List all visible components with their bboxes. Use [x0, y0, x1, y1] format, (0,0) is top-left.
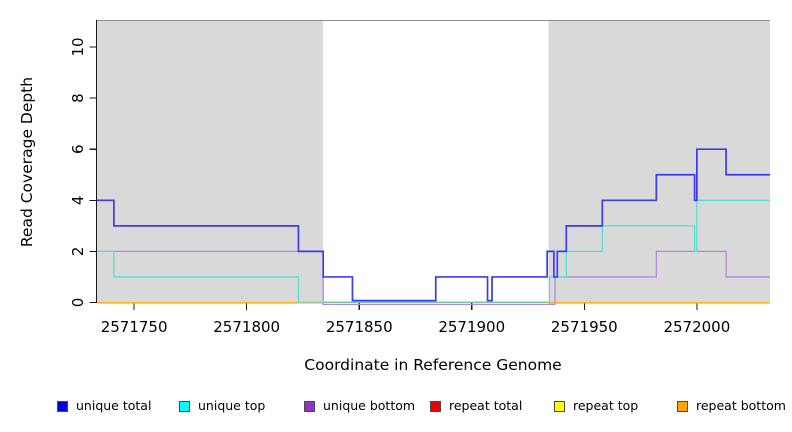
legend-item-unique-top: unique top	[179, 397, 265, 415]
legend-item-repeat-total: repeat total	[430, 397, 522, 415]
legend-swatch-unique-total	[57, 400, 68, 412]
legend-swatch-repeat-bottom	[677, 400, 688, 412]
legend-swatch-repeat-top	[554, 400, 565, 412]
x-tick-label: 2571800	[213, 318, 280, 336]
legend-swatch-repeat-total	[430, 400, 441, 412]
legend-label: unique top	[198, 398, 266, 413]
y-tick-label: 8	[69, 93, 87, 103]
legend-item-unique-total: unique total	[57, 397, 151, 415]
y-axis-title: Read Coverage Depth	[18, 76, 36, 248]
legend-swatch-unique-bottom	[304, 400, 315, 412]
legend-item-repeat-bottom: repeat bottom	[677, 397, 786, 415]
y-tick-label: 2	[69, 247, 87, 257]
series-line-unique-bottom	[97, 250, 770, 306]
y-tick-label: 6	[69, 144, 87, 154]
x-tick-label: 2572000	[663, 318, 730, 336]
legend-label: repeat top	[573, 398, 639, 413]
legend-label: repeat total	[449, 398, 523, 413]
x-tick-label: 2571950	[551, 318, 618, 336]
x-axis-title: Coordinate in Reference Genome	[304, 356, 562, 374]
legend-label: unique total	[76, 398, 152, 413]
repeat-region-rect	[97, 20, 324, 304]
legend-item-unique-bottom: unique bottom	[304, 397, 415, 415]
x-tick-label: 2571900	[438, 318, 505, 336]
x-tick-label: 2571750	[101, 318, 168, 336]
legend: unique total unique top unique bottom repea…	[0, 397, 792, 421]
legend-item-repeat-top: repeat top	[554, 397, 638, 415]
y-tick-label: 0	[69, 298, 87, 308]
legend-label: repeat bottom	[696, 398, 786, 413]
y-tick-label: 10	[69, 37, 87, 56]
x-tick-label: 2571850	[326, 318, 393, 336]
repeat-region-rect	[548, 20, 770, 304]
y-tick-label: 4	[69, 196, 87, 206]
legend-swatch-unique-top	[179, 400, 190, 412]
series-line-unique-total	[97, 148, 770, 302]
legend-label: unique bottom	[323, 398, 416, 413]
series-line-unique-top	[97, 199, 770, 303]
